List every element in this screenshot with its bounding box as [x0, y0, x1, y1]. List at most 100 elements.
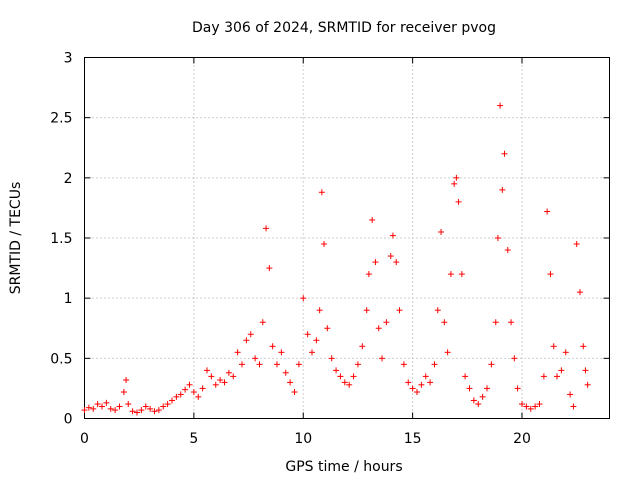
data-point: [444, 349, 451, 356]
data-point: [499, 186, 506, 193]
data-point: [125, 401, 132, 408]
data-point: [321, 241, 328, 248]
x-tick-label: 20: [513, 431, 531, 447]
data-point: [239, 361, 245, 368]
data-point: [291, 389, 298, 396]
data-point: [252, 355, 259, 362]
data-point: [99, 403, 105, 410]
data-point: [389, 232, 396, 239]
data-point: [230, 373, 237, 380]
data-point: [562, 349, 569, 356]
data-point: [309, 349, 315, 356]
data-point: [81, 407, 88, 414]
data-point: [304, 331, 311, 338]
y-tick-label: 3: [64, 51, 73, 67]
data-point: [369, 216, 376, 223]
data-point: [318, 189, 325, 196]
data-point: [501, 150, 508, 157]
data-point: [217, 376, 224, 383]
data-point: [554, 373, 560, 380]
data-point: [160, 403, 167, 410]
data-point: [488, 361, 495, 368]
data-point: [328, 355, 335, 362]
data-point: [123, 376, 130, 383]
data-point: [103, 399, 110, 406]
data-point: [431, 361, 438, 368]
y-tick-label: 2: [64, 171, 73, 187]
data-point: [584, 381, 591, 388]
data-point: [269, 343, 276, 350]
data-points: [81, 102, 591, 416]
grid: [84, 57, 610, 419]
data-point: [550, 343, 557, 350]
data-point: [523, 403, 530, 410]
data-point: [451, 180, 458, 187]
data-point: [243, 337, 250, 344]
data-point: [418, 381, 425, 388]
data-point: [379, 355, 385, 362]
data-point: [547, 271, 554, 278]
y-tick-label: 2.5: [50, 111, 72, 127]
data-point: [138, 407, 145, 414]
data-point: [147, 405, 154, 412]
data-point: [204, 367, 210, 374]
x-tick-label: 0: [80, 431, 89, 447]
data-point: [107, 405, 114, 412]
data-point: [151, 408, 158, 415]
data-point: [234, 349, 241, 356]
data-point: [120, 389, 127, 396]
data-point: [570, 403, 577, 410]
data-point: [536, 401, 543, 408]
data-point: [199, 385, 206, 392]
data-point: [540, 373, 547, 380]
data-point: [494, 235, 501, 241]
data-point: [393, 259, 400, 266]
data-point: [282, 369, 289, 376]
data-point: [350, 373, 357, 380]
data-point: [576, 289, 583, 296]
data-point: [300, 295, 307, 302]
data-point: [484, 385, 490, 392]
data-point: [173, 393, 180, 400]
data-point: [278, 349, 285, 356]
data-point: [195, 393, 202, 400]
data-point: [462, 373, 469, 380]
data-point: [208, 373, 215, 380]
data-point: [346, 381, 353, 388]
data-point: [375, 325, 382, 332]
x-tick-label: 10: [294, 431, 312, 447]
data-point: [573, 241, 580, 248]
data-point: [504, 247, 511, 254]
plot-frame: [84, 57, 610, 419]
data-point: [354, 361, 361, 368]
data-point: [333, 367, 340, 374]
data-point: [514, 385, 521, 392]
data-point: [479, 393, 486, 400]
x-axis: 0 5 10 15 20: [80, 57, 531, 447]
data-point: [266, 265, 273, 272]
data-point: [164, 401, 171, 408]
data-point: [470, 397, 477, 404]
data-point: [177, 391, 184, 398]
data-point: [259, 319, 266, 326]
data-point: [422, 373, 429, 380]
data-point: [434, 307, 441, 314]
data-point: [155, 407, 162, 414]
data-point: [466, 385, 473, 392]
data-point: [447, 271, 454, 278]
data-point: [519, 401, 525, 408]
data-point: [558, 367, 565, 374]
data-point: [475, 401, 482, 408]
y-tick-label: 0.5: [50, 351, 72, 367]
data-point: [129, 408, 136, 415]
data-point: [341, 379, 348, 386]
data-point: [458, 271, 465, 278]
data-point: [263, 225, 270, 232]
data-point: [400, 361, 407, 368]
data-point: [580, 343, 587, 350]
data-point: [182, 386, 189, 393]
data-point: [85, 404, 92, 411]
data-point: [441, 319, 448, 326]
data-point: [453, 174, 460, 181]
data-point: [383, 319, 390, 326]
